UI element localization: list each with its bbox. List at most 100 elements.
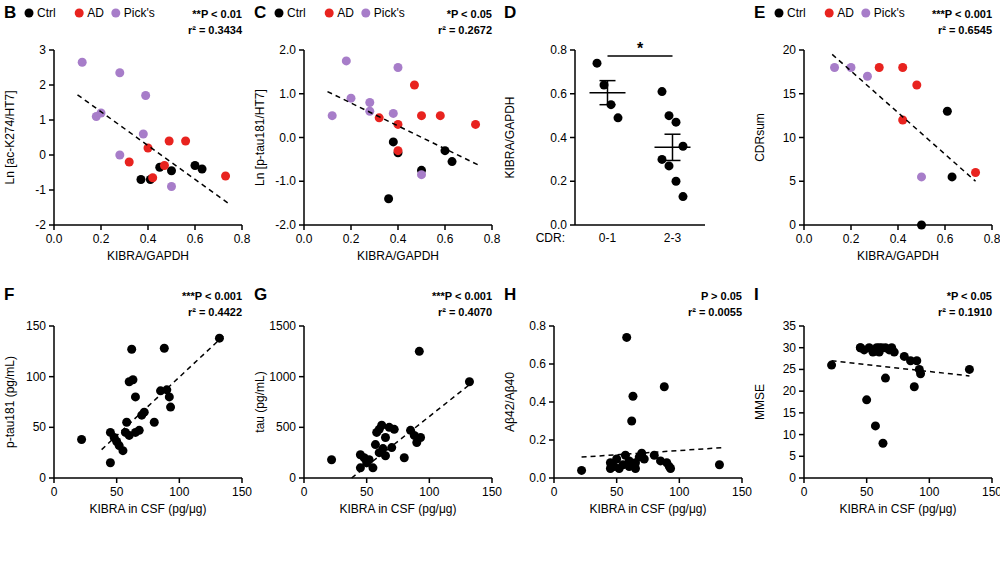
point xyxy=(417,111,426,120)
point xyxy=(375,113,384,122)
marks xyxy=(327,347,474,478)
point xyxy=(912,356,921,365)
y-tick-label: 1.0 xyxy=(279,87,296,101)
point xyxy=(665,111,674,120)
x-axis xyxy=(54,477,242,479)
legend-label: Ctrl xyxy=(37,6,56,20)
point xyxy=(148,173,157,182)
x-axis-title: KIBRA/GAPDH xyxy=(857,249,939,263)
point xyxy=(106,458,115,467)
y-tick-label: 0 xyxy=(39,471,46,485)
y-tick xyxy=(549,401,554,403)
x-tick-label: 0.0 xyxy=(796,232,813,246)
error-cap xyxy=(600,104,616,106)
x-tick xyxy=(679,478,681,483)
x-tick-label: 0.6 xyxy=(937,232,954,246)
legend-label: Pick's xyxy=(874,6,905,20)
y-axis-title: p-tau181 (pg/mL) xyxy=(3,356,17,448)
y-tick-label: 0.0 xyxy=(529,471,546,485)
legend-marker xyxy=(361,9,370,18)
y-tick xyxy=(799,434,804,436)
point xyxy=(125,158,134,167)
x-tick xyxy=(397,225,399,230)
panel-label: F xyxy=(4,285,14,304)
y-tick-label: -1.0 xyxy=(275,174,296,188)
x-tick-label: 0.4 xyxy=(140,232,157,246)
y-tick-label: 20 xyxy=(783,43,797,57)
y-axis xyxy=(803,326,805,478)
annotation: ***P < 0.001 xyxy=(182,290,242,302)
fit-line xyxy=(832,54,975,181)
y-tick xyxy=(299,427,304,429)
point xyxy=(658,87,667,96)
annotation: *P < 0.05 xyxy=(947,290,992,302)
y-tick-label: 150 xyxy=(26,319,46,333)
point xyxy=(150,418,159,427)
y-tick xyxy=(799,347,804,349)
point xyxy=(943,107,952,116)
y-tick-label: 25 xyxy=(783,362,797,376)
y-tick-label: 1000 xyxy=(269,370,296,384)
point xyxy=(415,347,424,356)
point xyxy=(917,172,926,181)
x-tick-label: 0.6 xyxy=(437,232,454,246)
marks xyxy=(577,333,724,475)
x-tick-label: 50 xyxy=(860,485,874,499)
panel: F050100150050100150KIBRA in CSF (pg/μg)p… xyxy=(3,285,252,516)
point xyxy=(78,58,87,67)
x-axis-title: KIBRA in CSF (pg/μg) xyxy=(90,502,207,516)
point xyxy=(135,426,144,435)
point xyxy=(368,463,377,472)
x-tick xyxy=(194,225,196,230)
x-tick-label: 2-3 xyxy=(664,231,682,245)
x-tick-label: 100 xyxy=(919,485,939,499)
y-tick-label: 15 xyxy=(783,406,797,420)
point xyxy=(97,109,106,118)
y-tick xyxy=(299,325,304,327)
x-tick-label: 0 xyxy=(51,485,58,499)
annotation: * xyxy=(637,40,644,57)
point xyxy=(160,161,169,170)
point xyxy=(971,168,980,177)
annotation: r² = 0.4422 xyxy=(188,306,242,318)
x-tick-label: 50 xyxy=(610,485,624,499)
y-axis-title: Ln [p-tau181/HT7] xyxy=(253,89,267,186)
point xyxy=(448,157,457,166)
point xyxy=(416,433,425,442)
x-tick xyxy=(100,225,102,230)
y-tick-label: 2.0 xyxy=(279,43,296,57)
y-tick xyxy=(299,181,304,183)
y-tick-label: 20 xyxy=(783,384,797,398)
point xyxy=(417,170,426,179)
point xyxy=(390,425,399,434)
x-tick xyxy=(241,478,243,483)
y-tick xyxy=(570,137,575,139)
y-axis-title: Ln [ac-K274/HT7] xyxy=(3,90,17,184)
x-tick-label: 0.8 xyxy=(984,232,1000,246)
x-axis-title: KIBRA in CSF (pg/μg) xyxy=(840,502,957,516)
point xyxy=(614,113,623,122)
point xyxy=(881,374,890,383)
y-tick xyxy=(299,137,304,139)
y-tick xyxy=(49,325,54,327)
x-tick xyxy=(53,478,55,483)
marks xyxy=(328,56,481,203)
y-axis-title: MMSE xyxy=(753,384,767,420)
y-tick-label: 0.8 xyxy=(529,319,546,333)
point xyxy=(118,446,127,455)
point xyxy=(863,72,872,81)
annotation: **P < 0.01 xyxy=(192,8,242,20)
point xyxy=(131,392,140,401)
y-tick xyxy=(570,181,575,183)
y-tick-label: 0 xyxy=(289,471,296,485)
x-tick-label: 150 xyxy=(232,485,252,499)
y-tick xyxy=(49,376,54,378)
y-tick xyxy=(299,376,304,378)
point xyxy=(377,421,386,430)
y-tick xyxy=(799,456,804,458)
point xyxy=(890,348,899,357)
x-tick xyxy=(803,478,805,483)
x-tick-label: 0.2 xyxy=(93,232,110,246)
legend-label: Pick's xyxy=(124,6,155,20)
y-tick xyxy=(799,325,804,327)
